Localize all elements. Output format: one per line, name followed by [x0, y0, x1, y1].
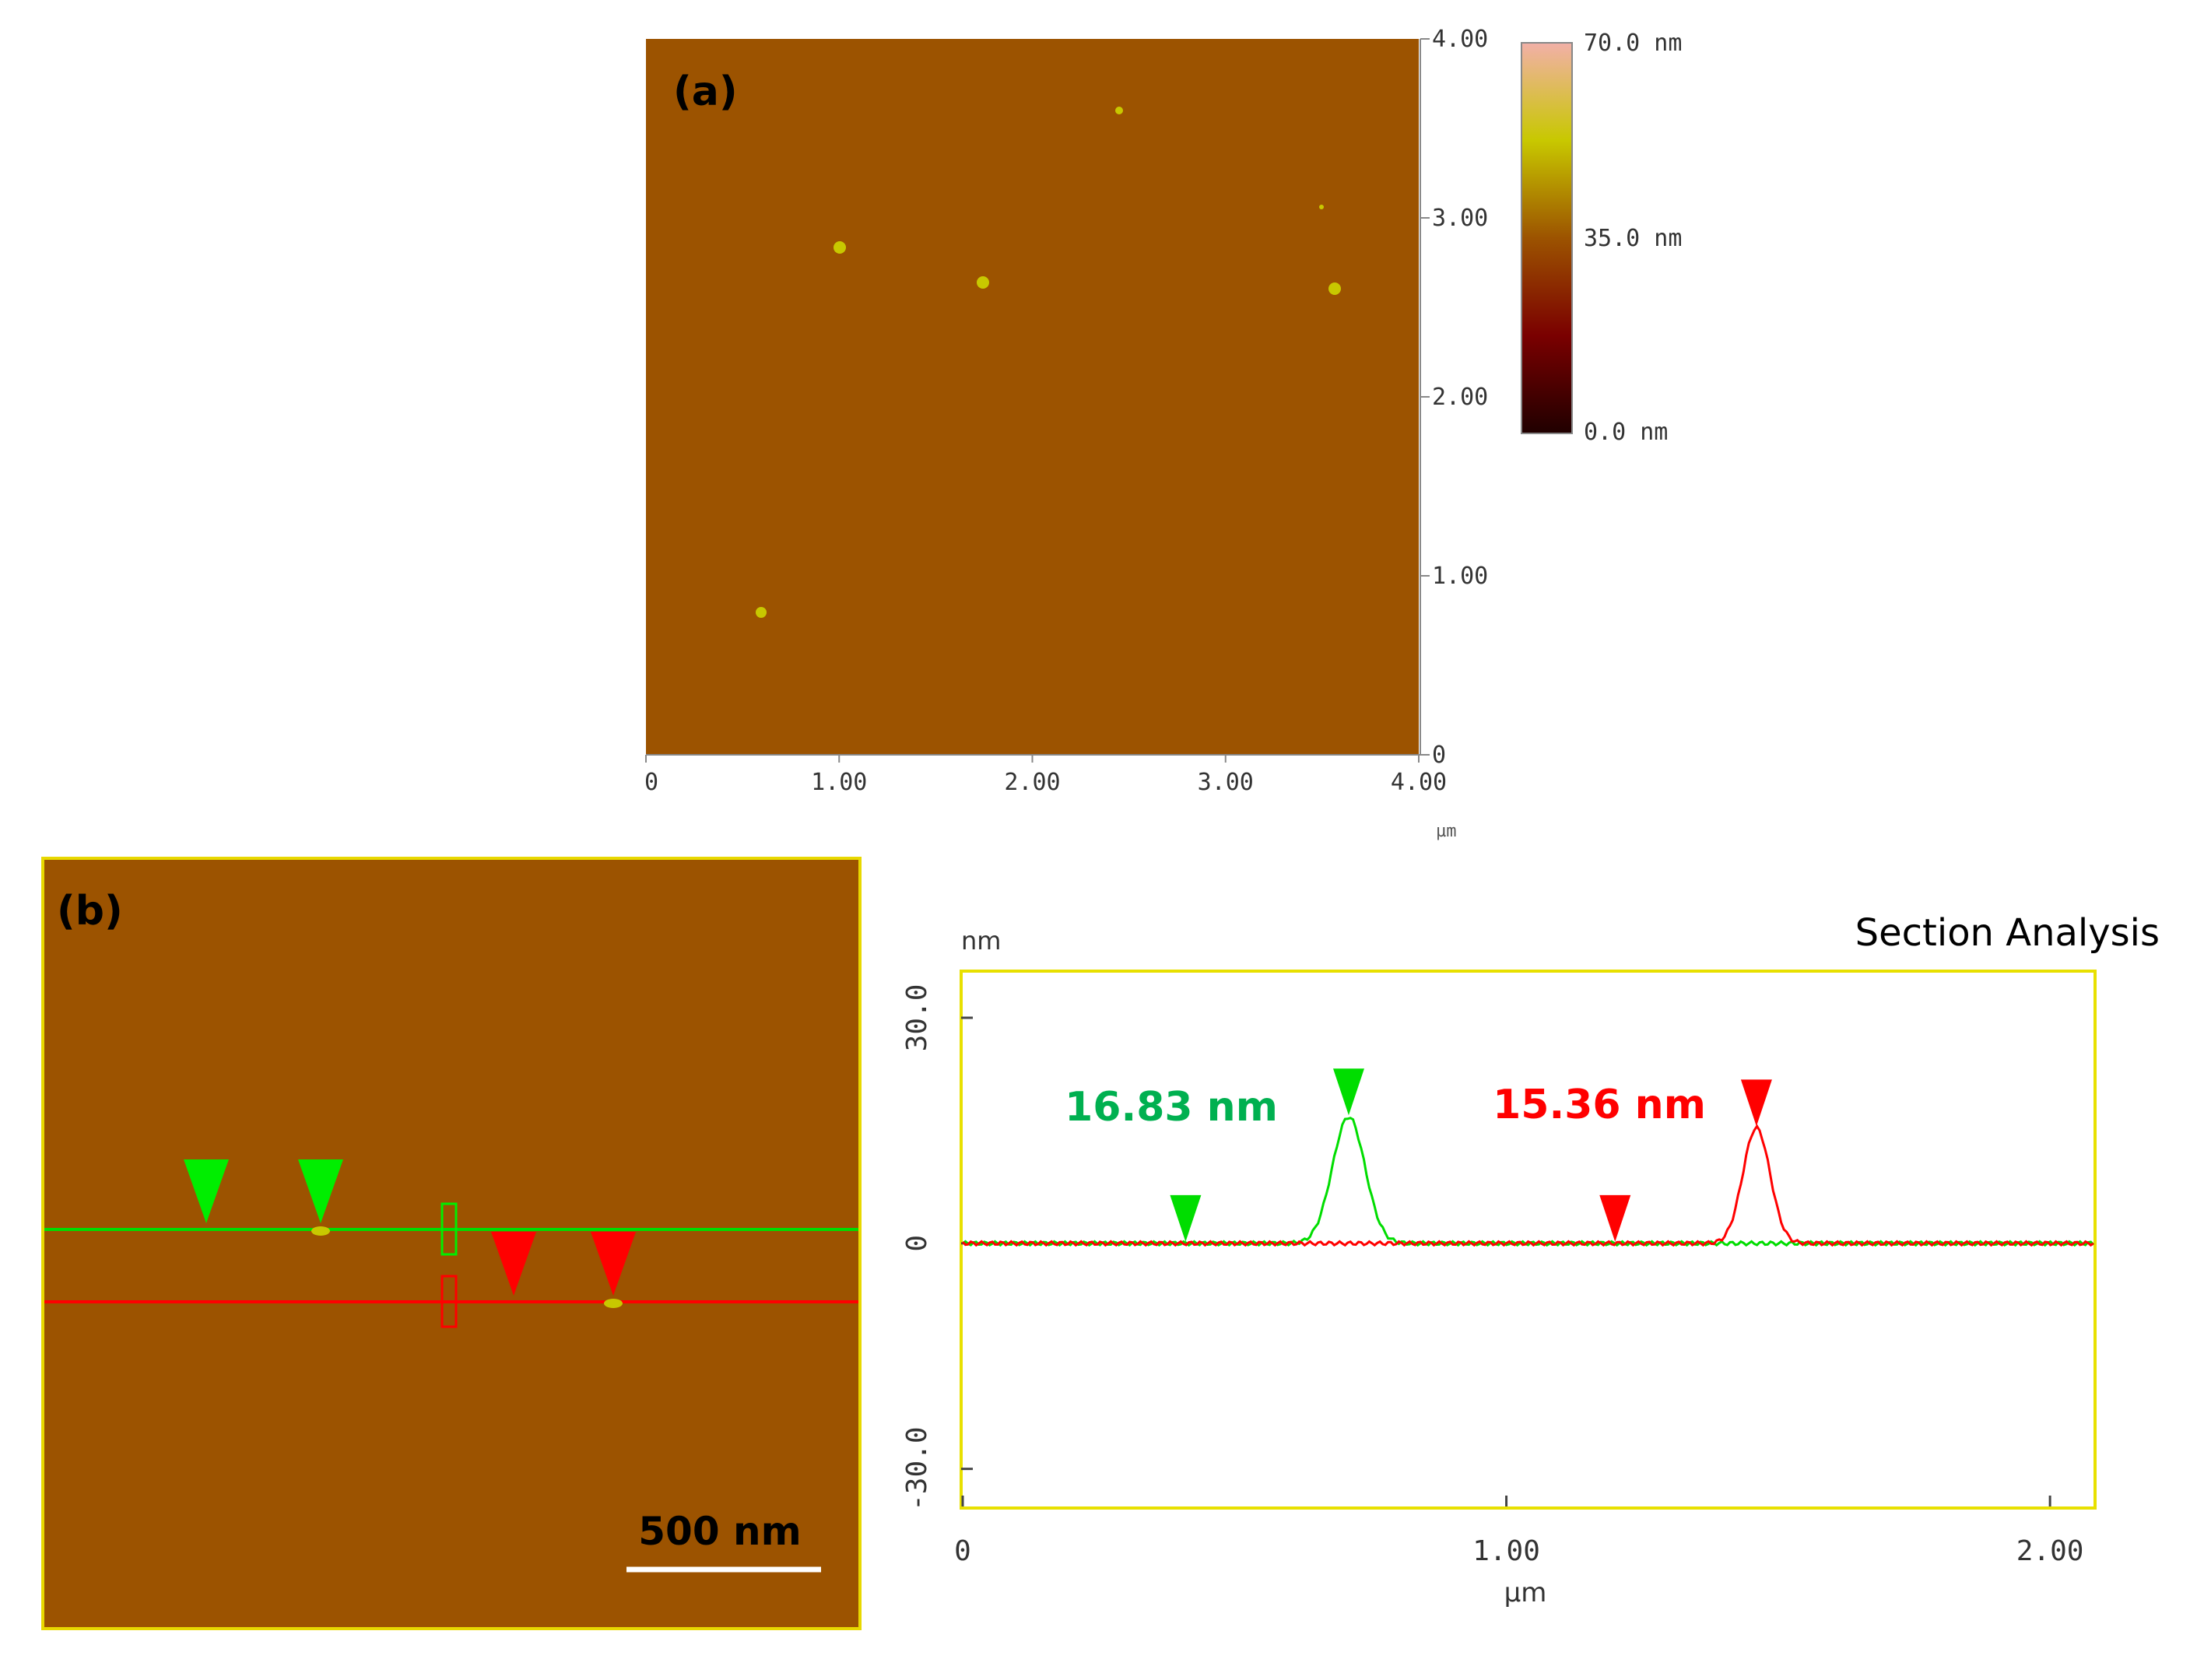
- red-marker[interactable]: [591, 1232, 636, 1296]
- cursor-marker[interactable]: [1332, 1068, 1364, 1116]
- cursor-marker[interactable]: [1740, 1079, 1772, 1127]
- y-tick-label: 1.00: [1432, 563, 1488, 590]
- green-box-handle[interactable]: [440, 1202, 458, 1256]
- particle: [604, 1299, 623, 1308]
- x-ticks-a: 0 1.00 2.00 3.00 4.00: [644, 755, 1447, 796]
- cursor-marker[interactable]: [1170, 1194, 1202, 1242]
- cursor-marker[interactable]: [1599, 1194, 1631, 1242]
- x-tick-label: 2.00: [1004, 769, 1060, 796]
- particle: [1319, 205, 1324, 209]
- particle: [1115, 107, 1123, 114]
- x-tick-label: 0: [644, 769, 658, 796]
- plot-area: [960, 970, 2097, 1510]
- particle: [977, 276, 989, 289]
- y-tick-label: 3.00: [1432, 205, 1488, 232]
- x-tick-label: 2.00: [2016, 1535, 2084, 1567]
- y-ticks-b: 30.0 0 -30.0: [901, 984, 973, 1511]
- red-box-handle[interactable]: [440, 1275, 458, 1328]
- colorbar-mid: 35.0 nm: [1584, 225, 1682, 252]
- x-ticks-b: 0 1.00 2.00: [954, 1496, 2083, 1567]
- scale-bar-label: 500 nm: [638, 1509, 801, 1554]
- y-tick-label: 2.00: [1432, 384, 1488, 411]
- y-tick-label: 30.0: [901, 984, 933, 1052]
- y-axis-label: nm: [961, 926, 1001, 956]
- panel-b-image: (b) 500 nm: [41, 857, 862, 1630]
- y-tick-label: 4.00: [1432, 26, 1488, 53]
- x-tick-label: 0: [954, 1535, 971, 1567]
- y-tick-label: 0: [901, 1235, 933, 1252]
- x-unit-a: µm: [1436, 822, 1457, 841]
- particle: [311, 1226, 330, 1236]
- series-line-0: [962, 1117, 2095, 1247]
- colorbar-max: 70.0 nm: [1584, 30, 1682, 57]
- section-analysis-chart: Section Analysis nm 30.0 0 -30.0 0 1.00 2.00…: [901, 911, 2160, 1608]
- red-marker[interactable]: [491, 1232, 536, 1296]
- particles-a: [756, 107, 1341, 618]
- panel-a-label: (a): [673, 68, 738, 115]
- afm-image-b: [41, 857, 862, 1630]
- x-tick-label: 3.00: [1198, 769, 1254, 796]
- green-marker[interactable]: [298, 1159, 343, 1223]
- x-tick-label: 1.00: [1472, 1535, 1540, 1567]
- particle: [834, 241, 846, 254]
- marker-group: [1170, 1068, 1772, 1242]
- afm-image-a: [646, 39, 1419, 755]
- x-tick-label: 1.00: [811, 769, 867, 796]
- annotation-red: 15.36 nm: [1493, 1082, 1706, 1128]
- series-group: [961, 1117, 2095, 1247]
- panel-b-label: (b): [57, 888, 123, 935]
- y-tick-label: 0: [1432, 742, 1446, 769]
- x-tick-label: 4.00: [1391, 769, 1447, 796]
- colorbar: [1521, 42, 1573, 434]
- x-axis-label: µm: [1504, 1577, 1547, 1608]
- chart-title: Section Analysis: [1855, 911, 2160, 955]
- y-ticks-a: 0 1.00 2.00 3.00 4.00: [1420, 26, 1488, 769]
- particle: [1328, 282, 1341, 295]
- panel-a: (a) 0 1.00 2.00 3.00 4.00 01.002.003.004.00 …: [644, 26, 1682, 841]
- particle: [756, 607, 767, 618]
- colorbar-min: 0.0 nm: [1584, 419, 1668, 446]
- y-tick-label: -30.0: [901, 1427, 933, 1511]
- series-line-1: [961, 1124, 2094, 1247]
- annotation-green: 16.83 nm: [1065, 1084, 1278, 1131]
- green-marker[interactable]: [184, 1159, 229, 1223]
